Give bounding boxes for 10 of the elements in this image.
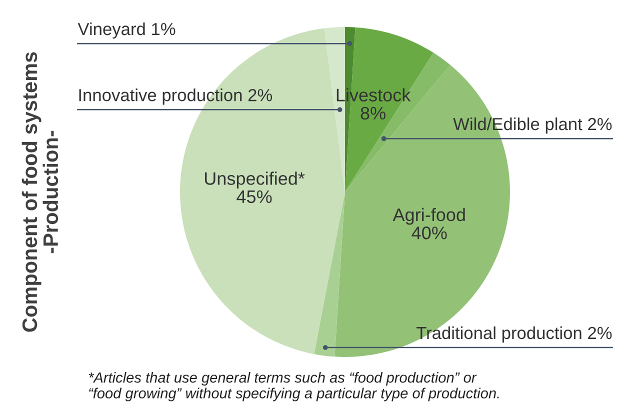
text: Component of food systems -Production- — [22, 52, 58, 332]
text: *Articles that use general terms such as “food production” or “food growing” without specifying a particular type of production. — [88, 372, 499, 402]
data-label: 45% — [236, 190, 272, 204]
pie-slice — [314, 192, 345, 357]
slice-label: Innovative production 2% — [79, 88, 272, 105]
slice-label: Vineyard 1% — [78, 22, 176, 39]
data-label: 8% — [360, 106, 386, 120]
slice-label: Agri-food — [392, 208, 465, 225]
slice-label: Unspecified* — [205, 172, 305, 188]
data-label: 40% — [412, 226, 447, 240]
